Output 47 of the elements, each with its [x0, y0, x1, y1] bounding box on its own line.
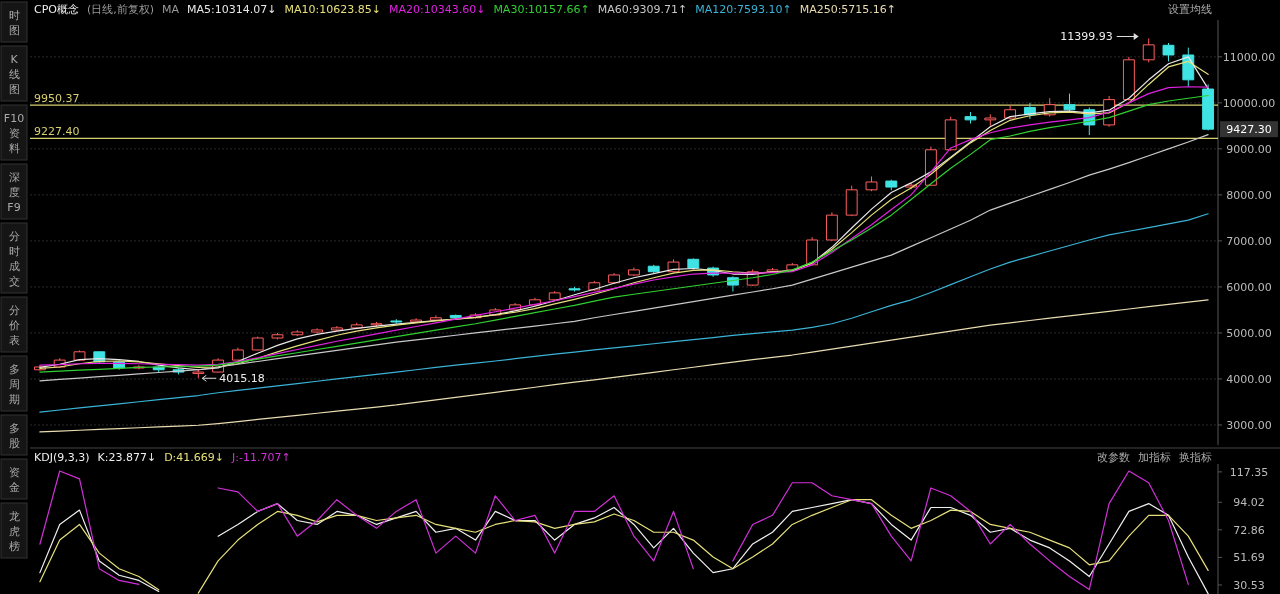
- text: MA250:5715.16↑: [799, 3, 897, 16]
- y-tick-label: 8000.00: [1226, 188, 1272, 202]
- ref-line-label: 9227.40: [34, 125, 80, 139]
- text: MA5:10314.07↓: [187, 3, 277, 16]
- ref-line-label: 9950.37: [34, 92, 80, 106]
- y-tick-label: 11000.00: [1222, 50, 1276, 64]
- text: F10资料: [3, 112, 25, 155]
- chart-title: CPO概念: [34, 3, 79, 16]
- annotation: 改参数: [1097, 451, 1130, 464]
- text: 多股: [8, 422, 20, 450]
- text: MA20:10343.60↓: [388, 3, 486, 16]
- text: MA30:10157.66↑: [493, 3, 590, 16]
- chart-subtitle: (日线,前复权): [86, 3, 155, 16]
- y-tick-label: 30.53: [1233, 578, 1265, 592]
- y-tick-label: 7000.00: [1226, 234, 1272, 248]
- y-tick-label: 10000.00: [1222, 96, 1276, 110]
- text: 分价表: [7, 304, 20, 347]
- y-tick-label: 117.35: [1229, 465, 1269, 479]
- annotation: 11399.93: [1060, 30, 1113, 44]
- text: 多周期: [8, 363, 20, 406]
- text: MA10:10623.85↓: [284, 3, 381, 16]
- y-tick-label: 9000.00: [1226, 142, 1272, 156]
- text: 龙虎榜: [8, 510, 20, 553]
- text: D:41.669↓: [164, 451, 225, 464]
- text: 分时成交: [8, 230, 20, 288]
- text: J:-11.707↑: [231, 451, 291, 464]
- y-tick-label: 4000.00: [1226, 372, 1272, 386]
- legend-title: MA: [162, 3, 180, 16]
- y-tick-label: 3000.00: [1226, 418, 1272, 432]
- y-tick-label: 94.02: [1233, 496, 1265, 510]
- text: MA60:9309.71↑: [597, 3, 688, 16]
- y-tick-label: 51.69: [1233, 551, 1265, 565]
- y-tick-label: 5000.00: [1226, 326, 1272, 340]
- text: MA120:7593.10↑: [695, 3, 792, 16]
- text: 深度F9: [7, 171, 21, 214]
- text: K线图: [8, 53, 20, 96]
- text: 时图: [8, 9, 20, 37]
- text: 9427.30: [1226, 123, 1272, 137]
- annotation: 加指标: [1138, 451, 1171, 464]
- annotation: 换指标: [1179, 451, 1212, 464]
- text: 资金: [8, 466, 20, 494]
- chart-title: KDJ(9,3,3): [34, 451, 90, 464]
- annotation: 4015.18: [219, 372, 265, 386]
- y-tick-label: 6000.00: [1226, 280, 1272, 294]
- y-tick-label: 72.86: [1233, 523, 1265, 537]
- text: 设置均线: [1168, 3, 1212, 16]
- text: K:23.877↓: [97, 451, 157, 464]
